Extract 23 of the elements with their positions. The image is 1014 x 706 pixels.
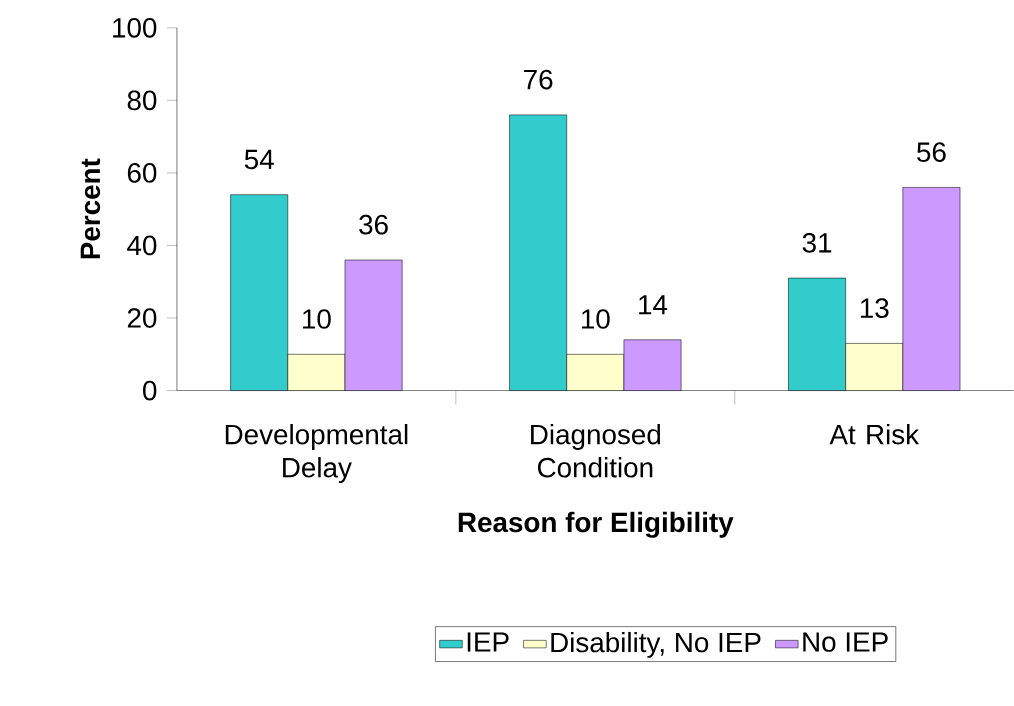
- y-tick-label: 80: [127, 90, 157, 111]
- legend-label: Disability, No IEP: [551, 632, 761, 659]
- data-label: 10: [303, 309, 331, 330]
- y-axis-title: Percent: [80, 158, 101, 259]
- data-label: 76: [524, 69, 553, 90]
- data-label: 10: [581, 309, 610, 330]
- data-label: 31: [802, 233, 832, 253]
- x-tick-label: At Risk: [829, 424, 920, 445]
- y-tick-label: 40: [127, 235, 157, 256]
- x-axis-title: Reason for Eligibility: [458, 511, 734, 539]
- x-tick-label: Developmental Delay: [225, 424, 408, 484]
- x-tick-label: Diagnosed Condition: [531, 424, 661, 478]
- legend-label: No IEP: [803, 632, 888, 653]
- y-tick-label: 0: [143, 380, 157, 401]
- data-label: 54: [244, 150, 274, 170]
- data-label: 56: [917, 142, 946, 163]
- y-tick-label: 60: [127, 163, 157, 183]
- data-label: 14: [639, 295, 668, 315]
- data-label: 36: [359, 215, 388, 235]
- data-label: 13: [860, 298, 889, 319]
- legend-label: IEP: [467, 632, 509, 652]
- y-tick-label: 100: [113, 18, 157, 38]
- y-tick-label: 20: [127, 308, 157, 329]
